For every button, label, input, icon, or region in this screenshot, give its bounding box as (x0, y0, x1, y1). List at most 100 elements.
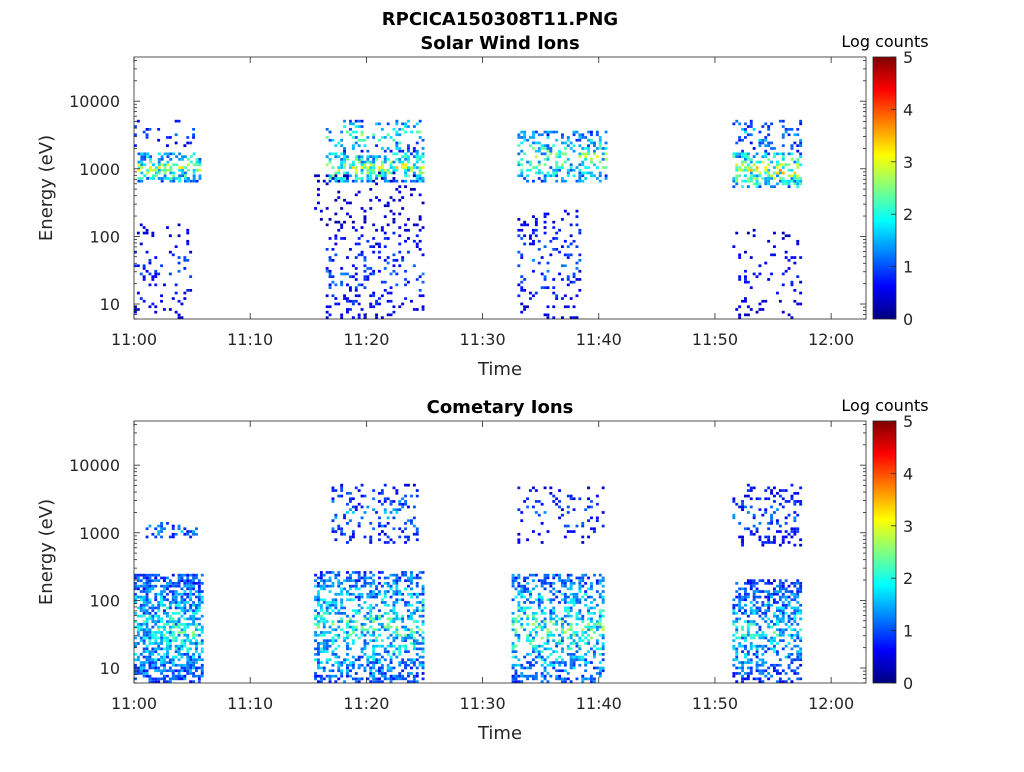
heatmap-cell (363, 286, 367, 289)
heatmap-cell (183, 644, 187, 648)
heatmap-cell (410, 595, 413, 599)
heatmap-cell (732, 122, 736, 126)
heatmap-cell (746, 677, 750, 681)
heatmap-cell (558, 576, 561, 580)
heatmap-cell (601, 628, 605, 632)
heatmap-cell (790, 661, 794, 664)
heatmap-cell (354, 228, 358, 232)
heatmap-cell (186, 601, 190, 604)
heatmap-cell (534, 584, 538, 588)
heatmap-cell (357, 571, 361, 574)
heatmap-cell (578, 658, 582, 662)
heatmap-cell (197, 623, 201, 626)
heatmap-cell (799, 122, 803, 126)
heatmap-cell (157, 644, 161, 648)
heatmap-cell (331, 636, 335, 640)
heatmap-cell (163, 584, 166, 588)
heatmap-cell (601, 642, 605, 645)
heatmap-cell (168, 579, 172, 582)
heatmap-cell (767, 144, 771, 147)
heatmap-cell (372, 633, 376, 637)
heatmap-cell (563, 631, 567, 634)
heatmap-cell (340, 582, 344, 585)
heatmap-cell (410, 666, 413, 670)
heatmap-cell (200, 631, 204, 634)
heatmap-cell (746, 494, 750, 498)
heatmap-cell (799, 636, 803, 640)
heatmap-cell (546, 631, 550, 634)
heatmap-cell (523, 595, 527, 599)
heatmap-cell (415, 592, 419, 596)
heatmap-cell (195, 674, 198, 678)
heatmap-cell (154, 639, 158, 642)
heatmap-cell (590, 505, 593, 509)
heatmap-cell (752, 174, 756, 178)
heatmap-cell (572, 130, 576, 134)
heatmap-cell (546, 672, 550, 675)
heatmap-cell (752, 595, 756, 599)
heatmap-cell (761, 647, 765, 651)
heatmap-cell (398, 527, 402, 531)
heatmap-cell (380, 601, 384, 604)
heatmap-cell (357, 522, 361, 525)
heatmap-cell (529, 666, 532, 670)
heatmap-cell (386, 497, 390, 501)
heatmap-cell (395, 576, 399, 580)
heatmap-cell (796, 595, 800, 599)
heatmap-cell (139, 590, 143, 593)
heatmap-cell (351, 179, 355, 183)
heatmap-cell (514, 663, 518, 667)
heatmap-cell (735, 155, 739, 158)
heatmap-cell (776, 590, 779, 593)
heatmap-cell (142, 130, 146, 134)
heatmap-cell (787, 590, 791, 593)
heatmap-cell (572, 633, 576, 637)
heatmap-cell (180, 655, 184, 659)
heatmap-cell (598, 661, 602, 664)
heatmap-cell (758, 130, 762, 134)
heatmap-cell (137, 166, 141, 169)
heatmap-cell (363, 584, 367, 588)
heatmap-cell (349, 174, 352, 178)
heatmap-cell (569, 584, 573, 588)
heatmap-cell (186, 625, 190, 629)
heatmap-cell (796, 530, 800, 533)
heatmap-cell (778, 494, 782, 498)
heatmap-cell (378, 174, 381, 178)
y-axis-label: Energy (eV) (36, 499, 57, 605)
heatmap-cell (558, 633, 561, 637)
heatmap-cell (758, 308, 762, 311)
heatmap-cell (566, 278, 570, 281)
heatmap-cell (154, 535, 158, 539)
heatmap-cell (319, 642, 323, 645)
heatmap-cell (197, 653, 201, 656)
heatmap-cell (529, 489, 532, 492)
heatmap-cell (572, 655, 576, 659)
heatmap-cell (346, 625, 349, 629)
heatmap-cell (781, 669, 785, 673)
heatmap-cell (572, 595, 576, 599)
heatmap-cell (154, 269, 158, 273)
heatmap-cell (186, 579, 190, 582)
heatmap-cell (351, 316, 355, 319)
heatmap-cell (514, 644, 518, 648)
heatmap-cell (566, 136, 570, 139)
heatmap-cell (398, 185, 402, 188)
heatmap-cell (418, 601, 422, 604)
heatmap-cell (189, 590, 193, 593)
heatmap-cell (154, 642, 158, 645)
heatmap-cell (569, 653, 573, 656)
heatmap-cell (189, 642, 193, 645)
heatmap-cell (360, 130, 364, 134)
heatmap-cell (331, 639, 335, 642)
heatmap-cell (799, 500, 803, 503)
heatmap-cell (200, 601, 204, 604)
heatmap-cell (523, 628, 527, 632)
heatmap-cell (590, 527, 593, 531)
heatmap-cell (421, 606, 425, 610)
heatmap-cell (546, 680, 550, 683)
heatmap-cell (781, 535, 785, 539)
heatmap-cell (372, 136, 376, 139)
heatmap-cell (334, 530, 338, 533)
heatmap-cell (372, 158, 376, 161)
